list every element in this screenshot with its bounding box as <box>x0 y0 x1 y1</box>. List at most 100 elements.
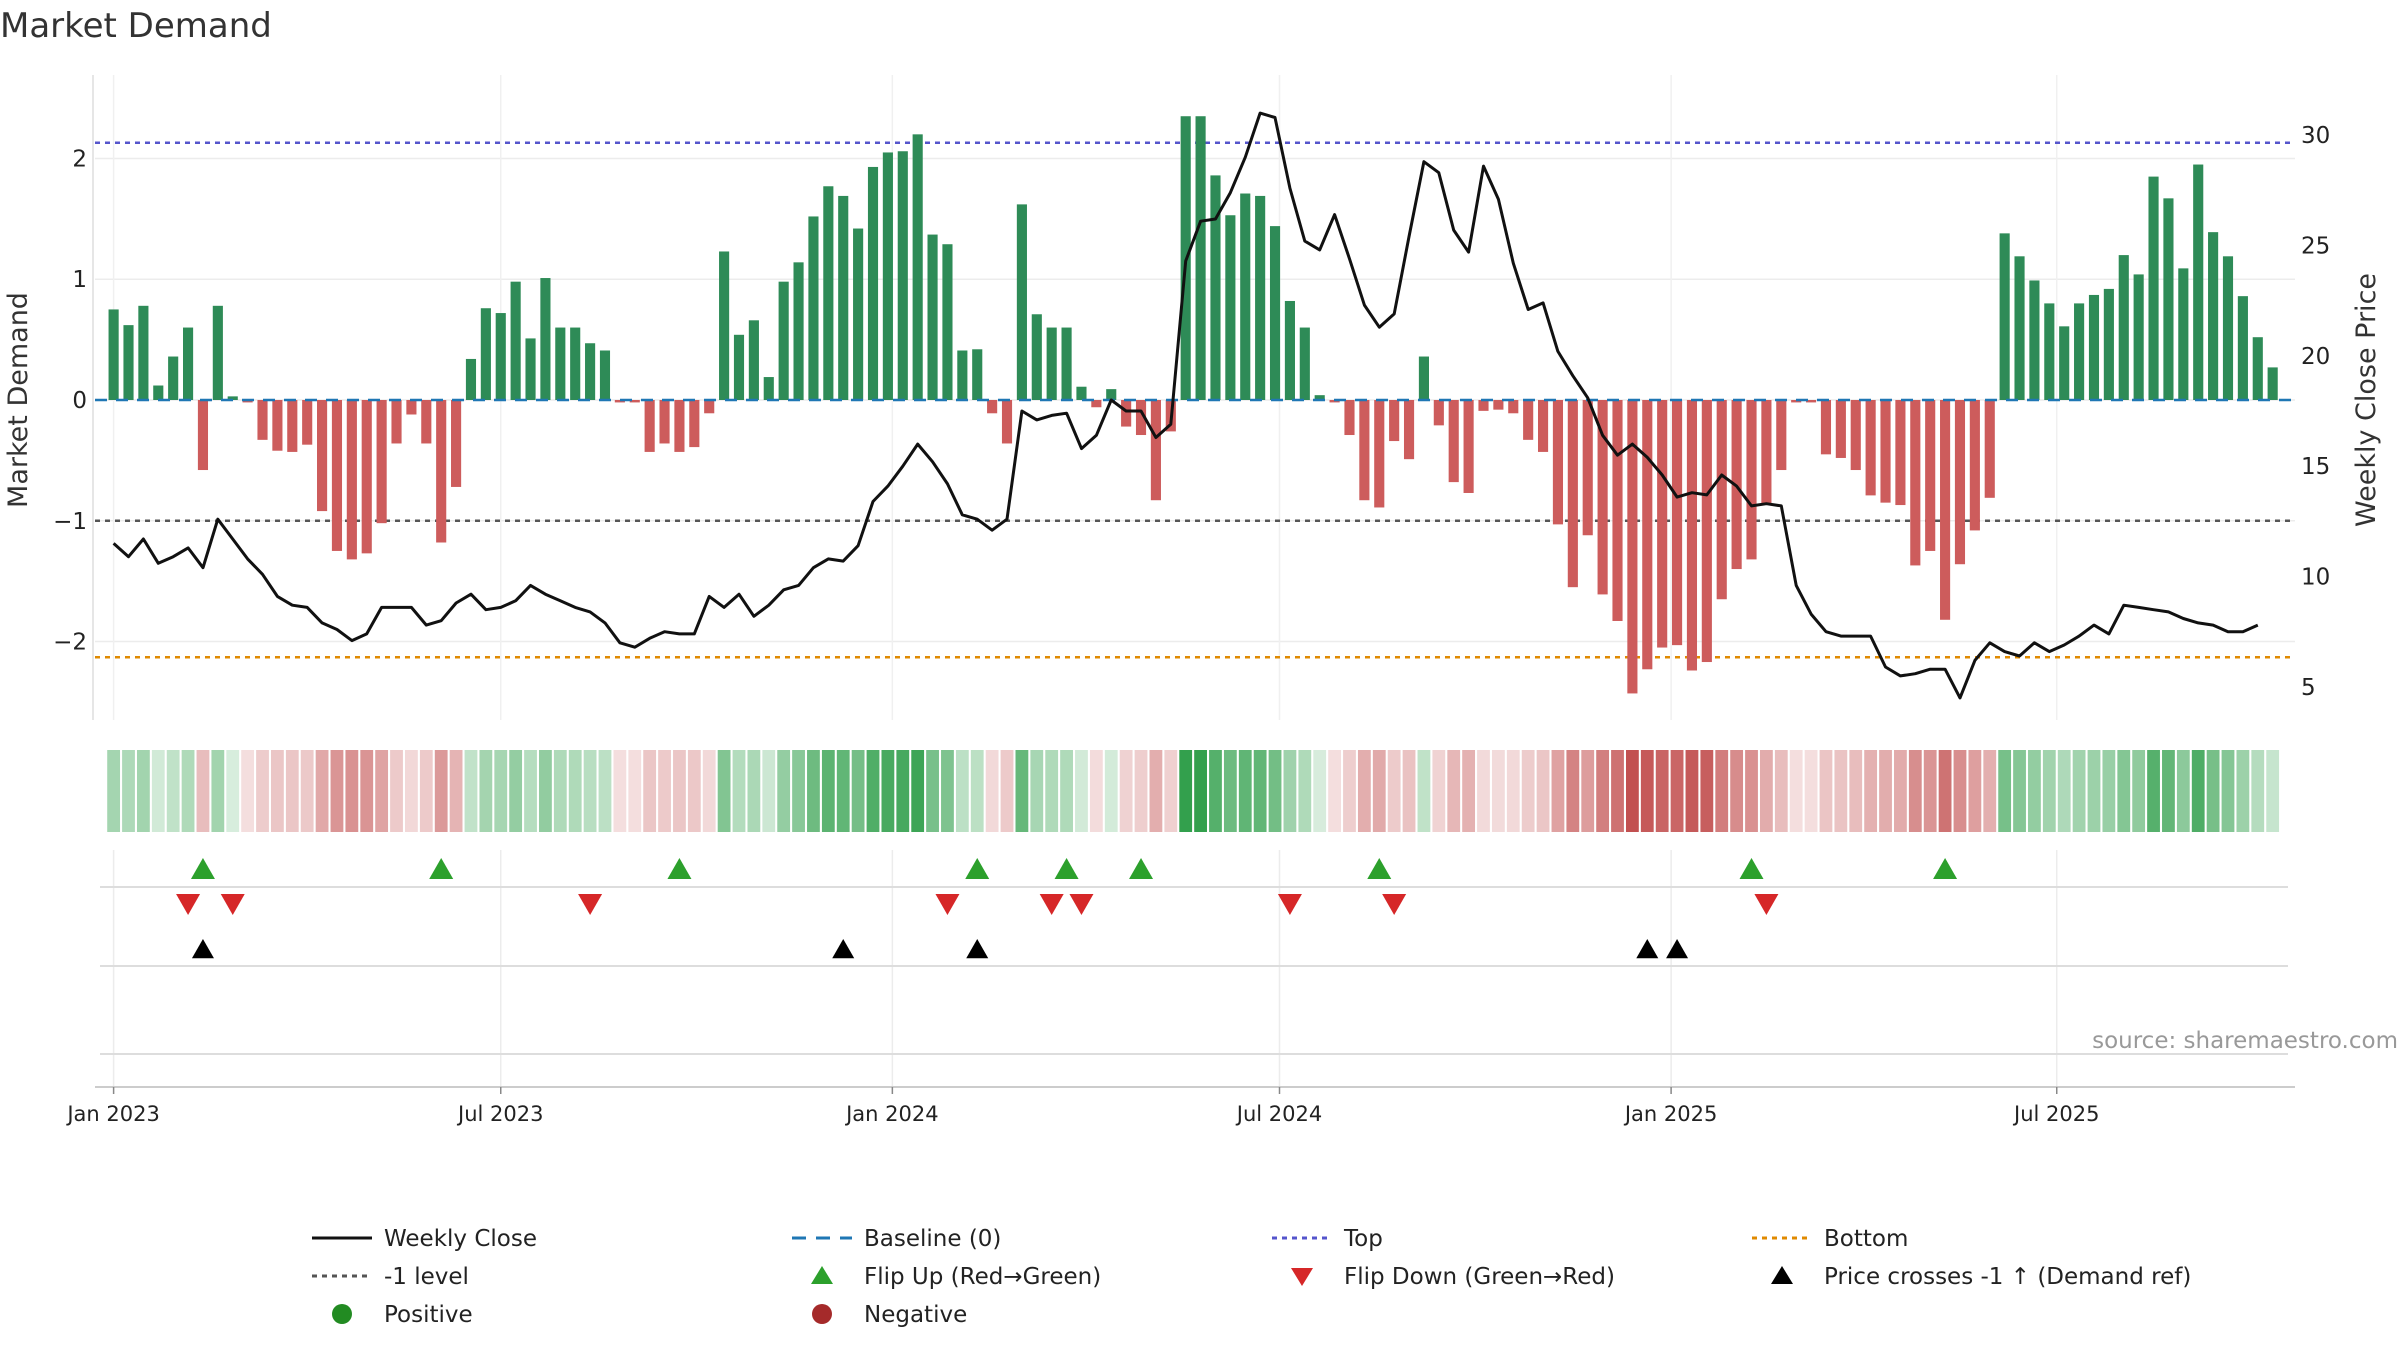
flip-down-marker <box>1754 894 1779 915</box>
demand-strip-cell <box>1149 750 1163 832</box>
demand-strip-cell <box>866 750 880 832</box>
demand-bar <box>1046 327 1057 400</box>
demand-strip-cell <box>1417 750 1431 832</box>
demand-bar <box>2222 256 2234 400</box>
demand-bar <box>287 400 298 452</box>
demand-strip-cell <box>1789 750 1803 832</box>
demand-bar <box>719 251 730 400</box>
x-axis-ticks: Jan 2023 Jul 2023 Jan 2024 Jul 2024 Jan 2025… <box>65 1087 2099 1126</box>
legend-symbol-triangle-up <box>1771 1266 1793 1284</box>
demand-strip-cell <box>2162 750 2175 832</box>
demand-strip-cell <box>345 750 359 832</box>
demand-bar <box>2133 274 2144 400</box>
demand-bar <box>1940 400 1951 620</box>
legend-symbol-triangle-up <box>811 1266 833 1284</box>
x-tick-label: Jul 2023 <box>456 1102 543 1126</box>
legend-symbol-circle <box>332 1304 352 1324</box>
demand-strip-cell <box>2072 750 2086 832</box>
demand-bar <box>2252 337 2263 400</box>
demand-bar <box>212 305 223 400</box>
demand-bar <box>2267 367 2278 400</box>
demand-strip-cell <box>1685 750 1699 832</box>
demand-bar <box>525 338 536 400</box>
demand-strip-cell <box>375 750 389 832</box>
demand-strip-cell <box>1447 750 1461 832</box>
y-left-tick-label: −1 <box>53 509 87 535</box>
flip-down-marker <box>935 894 960 915</box>
demand-bar <box>1835 400 1846 458</box>
demand-bar <box>689 400 700 448</box>
demand-bar <box>1925 400 1936 551</box>
demand-bar <box>555 327 566 400</box>
demand-strip-cell <box>1774 750 1788 832</box>
demand-bar <box>1969 400 1980 531</box>
demand-strip-cell <box>509 750 523 832</box>
demand-bar <box>361 400 372 554</box>
demand-bar <box>138 305 149 400</box>
demand-bar <box>1895 400 1906 506</box>
demand-strip-cell <box>1625 750 1639 832</box>
demand-bar <box>748 320 759 400</box>
weekly-close-series <box>112 111 2259 700</box>
demand-strip-cell <box>747 750 761 832</box>
demand-strip-cell <box>2206 750 2220 832</box>
demand-bar <box>1463 400 1474 493</box>
legend-label: Bottom <box>1824 1226 1908 1252</box>
price-cross-marker <box>832 939 855 959</box>
demand-bar <box>704 400 715 414</box>
demand-bar <box>853 228 864 400</box>
demand-bar <box>1999 233 2010 400</box>
demand-bar <box>629 400 640 403</box>
demand-bar <box>436 400 447 543</box>
demand-bar <box>1359 400 1370 501</box>
source-note: source: sharemaestro.com <box>2092 1028 2398 1054</box>
demand-strip-cell <box>1998 750 2012 832</box>
flip-up-marker <box>965 858 990 879</box>
demand-strip-cell <box>166 750 180 832</box>
demand-strip-cell <box>196 750 210 832</box>
demand-strip-cell <box>1432 750 1446 832</box>
demand-bar <box>376 400 387 524</box>
demand-strip-cell <box>1596 750 1610 832</box>
demand-strip-cell <box>1000 750 1014 832</box>
demand-strip-cell <box>405 750 418 832</box>
demand-bar <box>1567 400 1578 588</box>
demand-bar <box>1865 400 1876 496</box>
demand-bar <box>1135 400 1147 436</box>
y-left-tick-label: 0 <box>72 388 87 414</box>
demand-strip-cell <box>1730 750 1744 832</box>
demand-strip-cell <box>1104 750 1118 832</box>
demand-bar <box>808 216 819 400</box>
demand-strip-cell <box>494 750 508 832</box>
demand-bar <box>2163 198 2174 400</box>
flip-up-marker <box>1933 858 1958 879</box>
demand-strip-cell <box>598 750 612 832</box>
demand-bar <box>957 350 968 400</box>
demand-strip-cell <box>658 750 671 832</box>
demand-strip-cell <box>1581 750 1595 832</box>
demand-bar <box>793 262 804 400</box>
demand-bar <box>108 309 119 400</box>
demand-bar <box>391 400 402 444</box>
demand-bar <box>168 356 179 400</box>
legend-label: Negative <box>864 1302 967 1328</box>
demand-bar <box>1001 400 1013 444</box>
demand-bar <box>1850 400 1861 471</box>
chart-title: Market Demand <box>0 6 272 46</box>
demand-bar <box>972 349 983 400</box>
demand-strip-cell <box>673 750 686 832</box>
y-axis-left-label: Market Demand <box>3 292 34 508</box>
demand-bar <box>2014 256 2025 400</box>
demand-strip-cell <box>1879 750 1892 832</box>
demand-strip-cell <box>2028 750 2041 832</box>
demand-bar <box>1910 400 1921 566</box>
demand-bar <box>510 281 521 400</box>
x-tick-label: Jan 2023 <box>65 1102 160 1126</box>
demand-strip-cell <box>1298 750 1312 832</box>
demand-bar <box>495 313 506 400</box>
demand-strip-cell <box>330 750 344 832</box>
demand-strip-cell <box>821 750 835 832</box>
flip-up-marker <box>1739 858 1764 879</box>
demand-bar <box>183 327 194 400</box>
demand-bar <box>1746 400 1757 560</box>
